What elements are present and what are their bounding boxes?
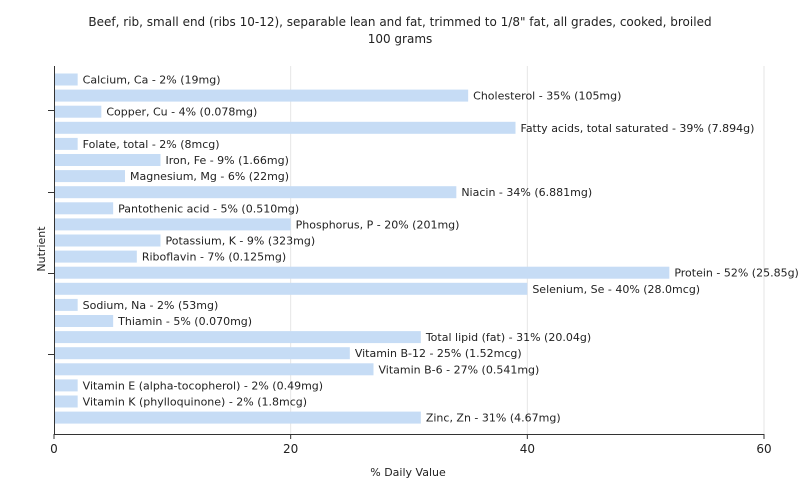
x-tick-label: 20: [283, 442, 298, 456]
bar-label: Iron, Fe - 9% (1.66mg): [166, 154, 289, 167]
bar-label: Fatty acids, total saturated - 39% (7.89…: [521, 122, 755, 135]
bar-label: Sodium, Na - 2% (53mg): [83, 299, 219, 312]
bar: [55, 137, 78, 150]
bar-label: Phosphorus, P - 20% (201mg): [296, 218, 460, 231]
x-ticks: 0 20 40 60: [50, 434, 772, 456]
y-axis-title: Nutrient: [35, 226, 48, 272]
bar-label: Selenium, Se - 40% (28.0mcg): [532, 283, 700, 296]
chart-title-block: Beef, rib, small end (ribs 10-12), separ…: [0, 14, 800, 48]
bar: [55, 234, 161, 247]
bar: [55, 347, 350, 360]
bar-label: Vitamin E (alpha-tocopherol) - 2% (0.49m…: [83, 379, 323, 392]
bar: [55, 282, 528, 295]
bar-label: Folate, total - 2% (8mcg): [83, 138, 220, 151]
chart-subtitle: 100 grams: [367, 32, 433, 46]
bar: [55, 154, 161, 166]
bar: [55, 266, 670, 279]
x-tick-label: 40: [520, 442, 535, 456]
bar-label: Cholesterol - 35% (105mg): [473, 90, 621, 103]
bar: [55, 73, 78, 86]
x-tick-label: 60: [756, 442, 771, 456]
x-tick-label: 0: [50, 442, 58, 456]
bar: [55, 121, 516, 134]
bar: [55, 331, 421, 344]
bar-label: Pantothenic acid - 5% (0.510mg): [118, 202, 299, 215]
bar-label: Calcium, Ca - 2% (19mg): [83, 74, 221, 87]
bars: Calcium, Ca - 2% (19mg) Cholesterol - 35%…: [55, 73, 799, 425]
bar: [55, 105, 102, 118]
bar: [55, 315, 114, 327]
bar-label: Zinc, Zn - 31% (4.67mg): [426, 412, 561, 425]
axes: [48, 66, 764, 435]
bar-label: Niacin - 34% (6.881mg): [461, 186, 592, 199]
x-axis-title: % Daily Value: [370, 466, 446, 479]
bar-label: Copper, Cu - 4% (0.078mg): [106, 106, 257, 119]
bar-label: Potassium, K - 9% (323mg): [166, 235, 316, 248]
bar: [55, 89, 469, 102]
bar-label: Thiamin - 5% (0.070mg): [117, 315, 252, 328]
bar-label: Total lipid (fat) - 31% (20.04g): [425, 331, 591, 344]
bar: [55, 186, 457, 199]
bar: [55, 395, 78, 408]
bar-label: Protein - 52% (25.85g): [674, 267, 799, 280]
bar: [55, 202, 114, 215]
bar-label: Vitamin B-12 - 25% (1.52mcg): [355, 347, 522, 360]
bar-label: Vitamin B-6 - 27% (0.541mg): [379, 363, 540, 376]
bar: [55, 379, 78, 392]
chart-title: Beef, rib, small end (ribs 10-12), separ…: [88, 15, 712, 29]
bar: [55, 218, 291, 231]
bar: [55, 363, 374, 376]
bar: [55, 250, 137, 263]
bar: [55, 170, 125, 183]
bar: [55, 298, 78, 311]
bar-label: Vitamin K (phylloquinone) - 2% (1.8mcg): [83, 396, 307, 409]
bar-label: Magnesium, Mg - 6% (22mg): [130, 170, 289, 183]
bar-label: Riboflavin - 7% (0.125mg): [142, 251, 286, 264]
bar: [55, 411, 421, 424]
